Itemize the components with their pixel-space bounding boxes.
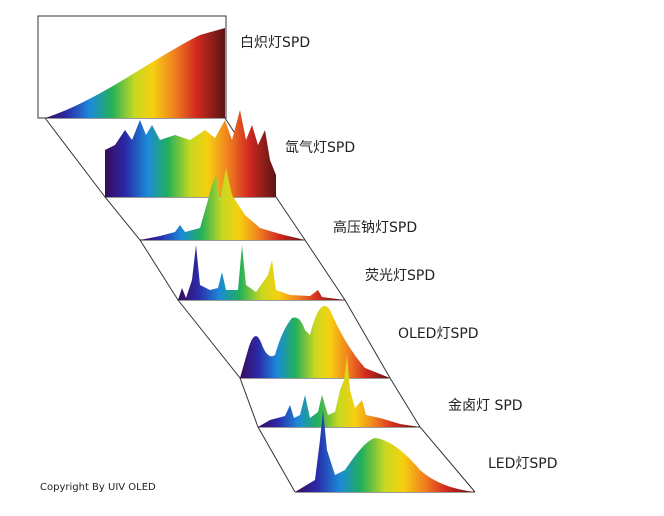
spectrum [178, 245, 345, 300]
spd-label: 高压钠灯SPD [333, 219, 417, 236]
spd-label: 氙气灯SPD [285, 140, 355, 156]
spectrum [140, 168, 305, 240]
spectrum [295, 410, 475, 492]
spd-label: 荧光灯SPD [365, 267, 435, 284]
spd-label: LED灯SPD [488, 456, 558, 472]
spectrum [258, 355, 420, 427]
copyright: Copyright By UIV OLED [40, 482, 156, 493]
spectra [45, 28, 475, 492]
spectrum [240, 305, 390, 378]
spd-label: 白炽灯SPD [240, 35, 310, 51]
frame [37, 15, 476, 493]
spectrum [45, 28, 225, 118]
spd-label: 金卤灯 SPD [448, 398, 523, 414]
spd-label: OLED灯SPD [398, 326, 479, 342]
spectrum [105, 110, 276, 197]
